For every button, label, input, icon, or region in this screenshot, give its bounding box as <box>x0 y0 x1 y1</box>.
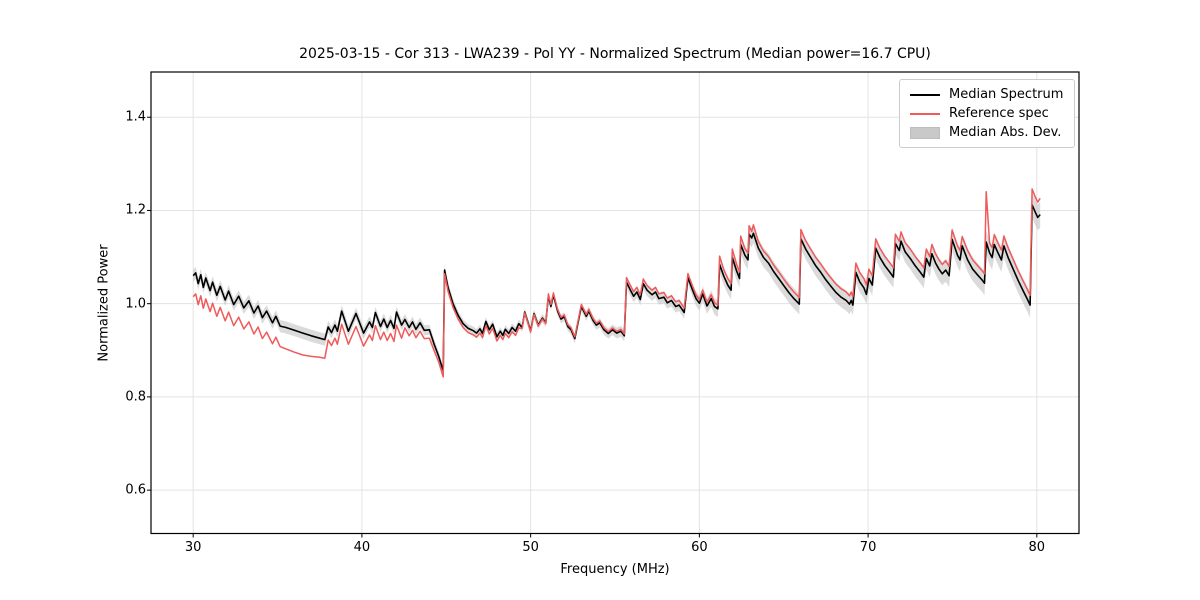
reference-spec-line <box>192 188 1041 378</box>
x-axis-label: Frequency (MHz) <box>560 562 670 577</box>
median-spectrum-line <box>192 204 1041 372</box>
y-tick-label: 1.4 <box>125 109 146 125</box>
x-tick-label: 30 <box>184 540 202 555</box>
y-tick-label: 0.6 <box>125 482 146 498</box>
legend-item-reference-spec: Reference spec <box>900 104 1074 123</box>
x-tick-label: 40 <box>353 540 371 555</box>
axes-spines <box>150 71 1080 535</box>
legend-item-median-spectrum: Median Spectrum <box>900 85 1074 104</box>
legend-label: Reference spec <box>949 106 1049 121</box>
legend-label: Median Spectrum <box>949 87 1064 102</box>
legend-label: Median Abs. Dev. <box>949 125 1062 140</box>
x-tick-label: 50 <box>522 540 539 555</box>
y-tick-label: 0.8 <box>125 389 146 405</box>
reference-spec-line-swatch <box>910 112 940 115</box>
x-tick-label: 60 <box>691 540 708 555</box>
y-tick-label: 1.0 <box>125 296 146 312</box>
plot-title: 2025-03-15 - Cor 313 - LWA239 - Pol YY -… <box>299 46 931 62</box>
x-tick-label: 80 <box>1028 540 1046 555</box>
x-tick-label: 70 <box>859 540 877 555</box>
median-abs-dev-band <box>193 192 1041 376</box>
median-spectrum-line-swatch <box>910 93 940 96</box>
median-abs-dev-patch-swatch <box>910 126 940 139</box>
legend-item-median-abs-dev: Median Abs. Dev. <box>900 123 1074 142</box>
legend: Median Spectrum Reference spec Median Ab… <box>899 79 1075 148</box>
y-tick-label: 1.2 <box>125 202 146 218</box>
